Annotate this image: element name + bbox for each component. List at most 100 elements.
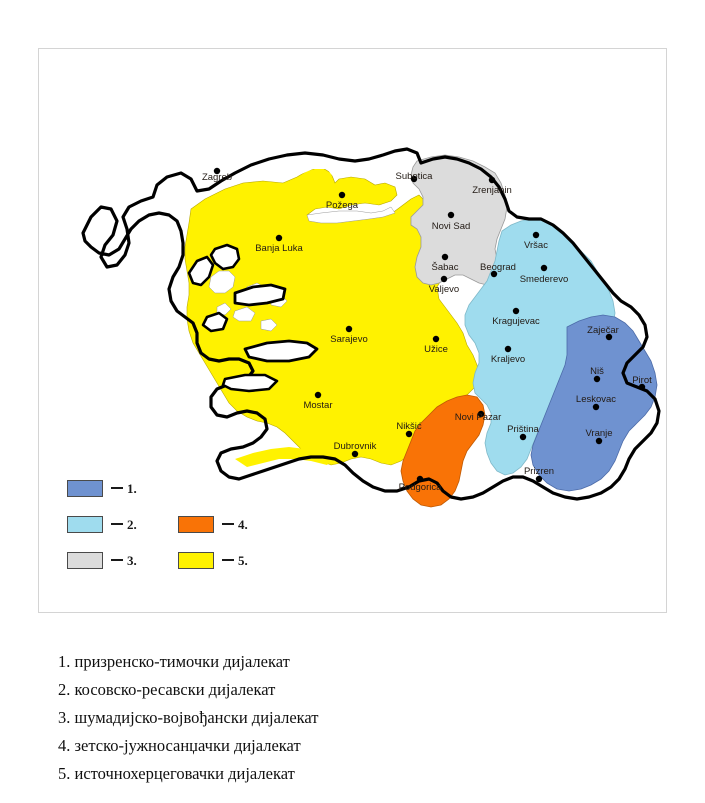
legend-label-5: 5. <box>238 552 248 568</box>
city-marker: Priština <box>507 424 540 441</box>
city-label: Užice <box>424 344 448 355</box>
city-dot <box>605 333 613 341</box>
city-marker: Podgorica <box>399 475 442 493</box>
city-dot <box>213 167 221 175</box>
dialect-item-5: 5. источнохерцеговачки дијалекат <box>58 764 295 783</box>
city-marker: Niš <box>590 366 604 383</box>
legend-swatch-5 <box>178 551 214 569</box>
city-dot <box>338 191 346 199</box>
city-dot <box>535 475 543 483</box>
region-hole-e <box>232 306 256 322</box>
legend-row-2[interactable]: 2. <box>67 513 137 535</box>
legend-swatch-3 <box>67 551 103 569</box>
city-label: Beograd <box>480 262 516 273</box>
city-marker: Subotica <box>396 171 433 183</box>
city-marker: Novi Pazar <box>455 410 501 423</box>
region-hole-b <box>208 270 236 294</box>
city-label: Požega <box>326 200 359 211</box>
city-dot <box>532 231 540 239</box>
city-marker: Pirot <box>632 375 652 391</box>
city-marker: Užice <box>424 335 448 355</box>
city-marker: Valjevo <box>429 275 459 295</box>
city-label: Kraljevo <box>491 354 525 365</box>
region-hole-g <box>216 302 232 316</box>
dialect-item-3: 3. шумадијско-војвођански дијалекат <box>58 708 319 727</box>
dialect-list: 1. призренско-тимочки дијалекат 2. косов… <box>58 648 618 788</box>
city-dot <box>477 410 485 418</box>
city-marker: Novi Sad <box>432 211 471 232</box>
city-label: Priština <box>507 424 539 435</box>
legend-column-one: 1. 2. 3. <box>67 477 137 585</box>
city-label: Šabac <box>432 262 459 273</box>
city-label: Novi Sad <box>432 221 471 232</box>
city-label: Novi Pazar <box>455 412 501 423</box>
island-dugi-otok <box>233 283 287 307</box>
island-kornati <box>201 311 229 333</box>
city-layer: Zagreb Subotica Zrenjanin Požega Novi Sad Ban… <box>202 167 652 493</box>
legend-swatch-4 <box>178 515 214 533</box>
island-krk <box>209 243 241 271</box>
legend-label-1: 1. <box>127 480 137 496</box>
city-label: Niš <box>590 366 604 377</box>
city-label: Vršac <box>524 240 548 251</box>
city-marker: Sarajevo <box>330 325 368 345</box>
island-brac-hvar <box>243 339 319 363</box>
city-dot <box>595 437 603 445</box>
legend-label-4: 4. <box>238 516 248 532</box>
city-dot <box>490 270 498 278</box>
city-marker: Prizren <box>524 466 554 483</box>
legend-row-1[interactable]: 1. <box>67 477 137 499</box>
city-dot <box>519 433 527 441</box>
legend-swatch-2 <box>67 515 103 533</box>
coastal-strip-yellow <box>235 447 333 467</box>
city-label: Prizren <box>524 466 554 477</box>
city-marker: Dubrovnik <box>334 441 377 458</box>
city-label: Valjevo <box>429 284 459 295</box>
legend-dash-5 <box>222 559 234 561</box>
city-dot <box>504 345 512 353</box>
city-marker: Kraljevo <box>491 345 525 365</box>
city-dot <box>351 450 359 458</box>
legend-row-4[interactable]: 4. <box>178 513 248 535</box>
city-dot <box>447 211 455 219</box>
city-label: Mostar <box>303 400 332 411</box>
city-dot <box>512 307 520 315</box>
city-dot <box>405 430 413 438</box>
city-marker: Kragujevac <box>492 307 540 327</box>
legend-swatch-1 <box>67 479 103 497</box>
city-label: Vranje <box>585 428 612 439</box>
legend-row-3[interactable]: 3. <box>67 549 137 571</box>
city-marker: Beograd <box>480 262 516 278</box>
city-marker: Leskovac <box>576 394 616 411</box>
city-marker: Smederevo <box>520 264 569 285</box>
city-label: Kragujevac <box>492 316 540 327</box>
city-dot <box>432 335 440 343</box>
city-label: Nikšić <box>396 421 422 432</box>
legend-row-5[interactable]: 5. <box>178 549 248 571</box>
city-label: Podgorica <box>399 482 442 493</box>
city-marker: Požega <box>326 191 359 211</box>
dialect-item-4: 4. зетско-јужносанџачки дијалекат <box>58 736 301 755</box>
city-label: Zaječar <box>587 325 619 336</box>
city-label: Smederevo <box>520 274 569 285</box>
region-prizren-timok <box>530 314 658 492</box>
legend-dash-1 <box>111 487 123 489</box>
city-dot <box>441 253 449 261</box>
legend-label-3: 3. <box>127 552 137 568</box>
legend-dash-2 <box>111 523 123 525</box>
outer-country-outline <box>81 147 661 501</box>
legend-dash-4 <box>222 523 234 525</box>
city-label: Pirot <box>632 375 652 386</box>
city-marker: Vranje <box>585 428 613 445</box>
city-label: Dubrovnik <box>334 441 377 452</box>
city-marker: Vršac <box>524 231 548 251</box>
city-dot <box>345 325 353 333</box>
island-cres <box>187 255 215 287</box>
city-label: Zrenjanin <box>472 185 512 196</box>
city-dot <box>540 264 548 272</box>
city-dot <box>416 475 424 483</box>
city-label: Zagreb <box>202 172 232 183</box>
city-dot <box>410 175 418 183</box>
dialect-item-2: 2. косовско-ресавски дијалекат <box>58 680 276 699</box>
city-marker: Nikšić <box>396 421 422 438</box>
